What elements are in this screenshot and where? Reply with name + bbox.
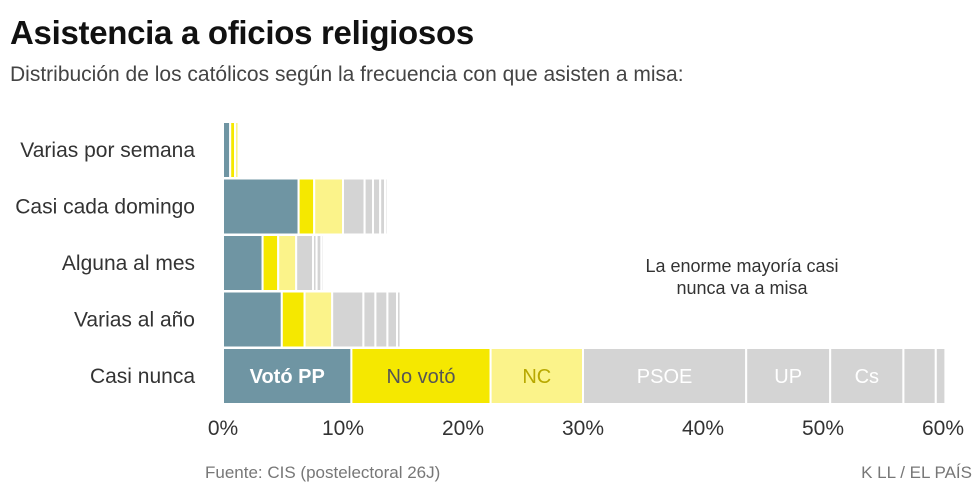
bar-segment (582, 347, 748, 405)
bar-segment (234, 121, 240, 179)
bar-segment (297, 177, 316, 236)
bar-segment (261, 234, 280, 292)
category-label: Casi nunca (90, 365, 195, 388)
bar-segment (384, 177, 389, 236)
category-label: Casi cada domingo (15, 196, 195, 219)
x-tick-label: 40% (682, 417, 724, 440)
bar-segment (350, 347, 492, 405)
bar-segment (322, 234, 326, 292)
credit-note: K LL / EL PAÍS (861, 463, 972, 482)
category-label: Alguna al mes (62, 252, 195, 275)
chart-title: Asistencia a oficios religiosos (10, 14, 474, 51)
bar-segment (902, 347, 937, 405)
bar-segment (277, 234, 298, 292)
bar-segment (745, 347, 832, 405)
bar-segment (489, 347, 585, 405)
bar-segment (829, 347, 905, 405)
source-note: Fuente: CIS (postelectoral 26J) (205, 463, 441, 482)
bar-segment (222, 234, 264, 292)
bar-segment (303, 290, 334, 349)
segment-label: Votó PP (250, 366, 325, 388)
bar-segment (363, 177, 375, 236)
x-tick-label: 60% (922, 417, 964, 440)
segment-label: NC (522, 366, 551, 388)
bar-segment (372, 177, 382, 236)
bar-segment (362, 290, 377, 349)
segment-label: UP (774, 366, 802, 388)
bar-segment (342, 177, 366, 236)
segment-label: No votó (387, 366, 456, 388)
x-tick-label: 0% (208, 417, 238, 440)
segment-label: Cs (855, 366, 879, 388)
segment-label: PSOE (637, 366, 693, 388)
bar-segment (313, 177, 345, 236)
bar-segment (934, 347, 947, 405)
bar-segment (280, 290, 306, 349)
x-tick-label: 20% (442, 417, 484, 440)
bar-segment (386, 290, 398, 349)
bar-segment (331, 290, 365, 349)
chart-subtitle: Distribución de los católicos según la f… (10, 63, 684, 86)
annotation-text: nunca va a misa (676, 278, 808, 298)
x-tick-label: 10% (322, 417, 364, 440)
bar-segment (295, 234, 315, 292)
x-tick-label: 30% (562, 417, 604, 440)
x-tick-label: 50% (802, 417, 844, 440)
bar-segment (374, 290, 389, 349)
bar-segment (222, 177, 300, 236)
annotation-text: La enorme mayoría casi (645, 256, 838, 276)
category-label: Varias al año (74, 309, 195, 332)
bar-segment (396, 290, 402, 349)
bar-segment (222, 121, 232, 179)
bar-segment (222, 290, 283, 349)
category-label: Varias por semana (20, 139, 195, 162)
